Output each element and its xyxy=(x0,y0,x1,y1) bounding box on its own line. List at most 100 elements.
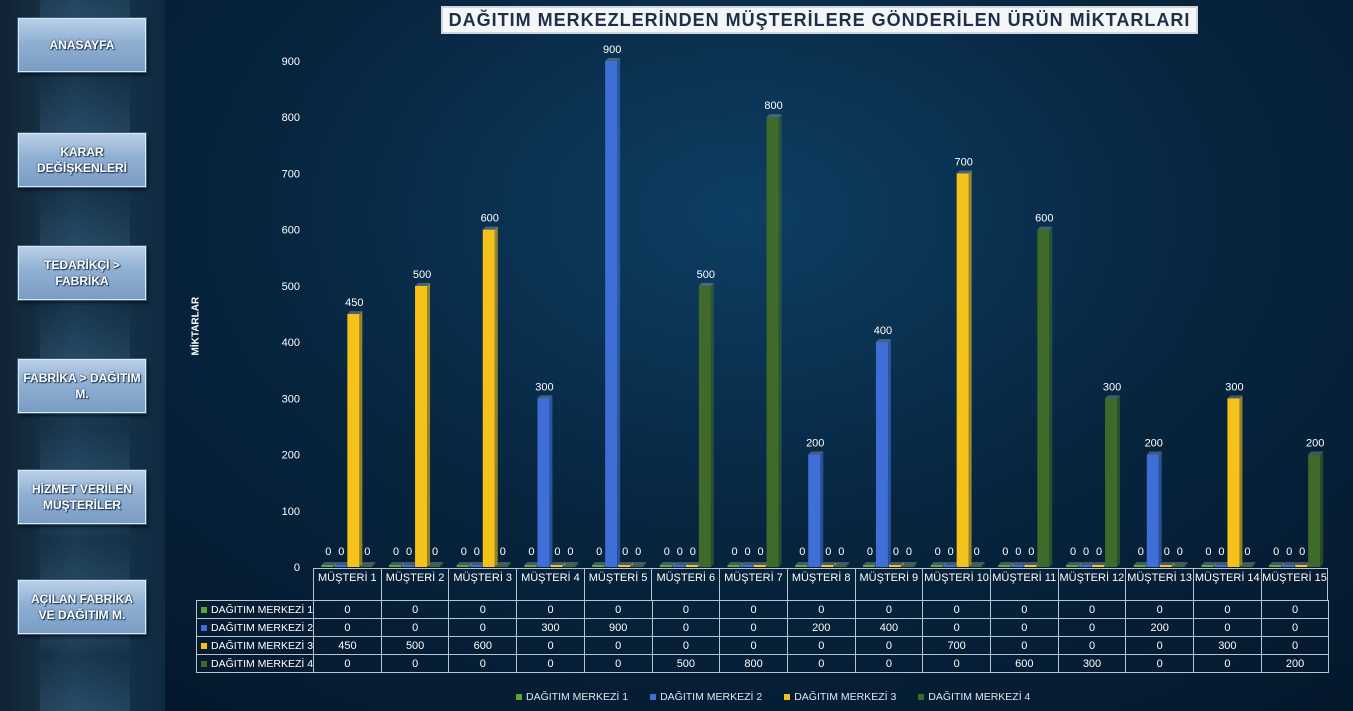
bar-top xyxy=(605,58,621,61)
bar-top xyxy=(1240,562,1256,565)
bar-top xyxy=(550,562,566,565)
x-tick-label: MÜŞTERİ 4 xyxy=(516,568,584,600)
bar xyxy=(469,565,482,567)
bar-side xyxy=(671,562,675,567)
table-cell: 0 xyxy=(1193,600,1262,619)
legend-item: DAĞITIM MERKEZİ 2 xyxy=(650,691,762,703)
y-tick-label: 900 xyxy=(282,56,300,68)
bar xyxy=(360,565,373,567)
data-label: 0 xyxy=(554,546,560,558)
bar xyxy=(1092,565,1105,567)
table-cell: 0 xyxy=(719,636,788,655)
table-cell: 900 xyxy=(583,618,653,637)
data-label: 0 xyxy=(1070,546,1076,558)
nav-button-acilan-fabrika[interactable]: AÇILAN FABRİKA VE DAĞITIM M. xyxy=(18,580,146,634)
x-tick-label: MÜŞTERİ 3 xyxy=(448,568,517,600)
nav-button-hizmet-verilen-musteriler[interactable]: HİZMET VERİLEN MÜŞTERİLER xyxy=(18,470,146,524)
table-cell: 0 xyxy=(583,636,653,655)
bar xyxy=(698,285,711,567)
data-label: 0 xyxy=(1028,546,1034,558)
series-name-cell: DAĞITIM MERKEZİ 4 xyxy=(195,654,315,673)
table-cell: 0 xyxy=(989,600,1059,619)
legend-label: DAĞITIM MERKEZİ 4 xyxy=(928,691,1031,703)
bar-top xyxy=(1133,562,1149,565)
nav-button-anasayfa[interactable]: ANASAYFA xyxy=(18,18,146,72)
legend-item: DAĞITIM MERKEZİ 3 xyxy=(784,691,896,703)
nav-button-karar-degiskenleri[interactable]: KARAR DEĞİŞKENLERİ xyxy=(18,133,146,187)
data-label: 0 xyxy=(635,546,641,558)
bar-top xyxy=(321,562,337,565)
bar-side xyxy=(427,282,431,567)
x-tick-label: MÜŞTERİ 8 xyxy=(786,568,855,600)
table-cell: 0 xyxy=(516,600,585,619)
x-tick-label: MÜŞTERİ 12 xyxy=(1057,568,1126,600)
bar xyxy=(456,565,469,567)
chart-title: DAĞITIM MERKEZLERİNDEN MÜŞTERİLERE GÖNDE… xyxy=(441,6,1198,34)
nav-label: AÇILAN FABRİKA VE DAĞITIM M. xyxy=(31,592,133,622)
bar xyxy=(537,398,550,567)
table-cell: 0 xyxy=(1125,636,1195,655)
nav-button-tedarikci-fabrika[interactable]: TEDARİKÇİ > FABRİKA xyxy=(18,246,146,300)
bar-top xyxy=(943,562,959,565)
bar-side xyxy=(1213,562,1217,567)
data-label: 0 xyxy=(731,546,737,558)
bar-side xyxy=(684,562,688,567)
bar xyxy=(334,565,347,567)
data-label: 0 xyxy=(677,546,683,558)
data-label: 600 xyxy=(481,213,499,225)
bar xyxy=(1105,398,1118,567)
bar-side xyxy=(1252,562,1256,567)
x-tick-label: MÜŞTERİ 14 xyxy=(1192,568,1261,600)
bar xyxy=(659,565,672,567)
bar xyxy=(482,229,495,567)
data-label: 200 xyxy=(806,438,824,450)
bar-top xyxy=(415,282,431,286)
table-cell: 0 xyxy=(989,636,1059,655)
bar-top xyxy=(469,562,485,565)
bar-top xyxy=(998,562,1014,565)
bar xyxy=(402,565,415,567)
category-row: MÜŞTERİ 1 MÜŞTERİ 2 MÜŞTERİ 3 MÜŞTERİ 4 MÜŞT… xyxy=(313,568,1329,600)
bar-top xyxy=(808,451,824,455)
data-label: 0 xyxy=(906,546,912,558)
table-cell: 0 xyxy=(719,618,788,637)
data-label: 0 xyxy=(528,546,534,558)
data-label: 0 xyxy=(974,546,980,558)
data-label: 0 xyxy=(500,546,506,558)
x-tick-label: MÜŞTERİ 9 xyxy=(854,568,923,600)
y-tick-label: 700 xyxy=(282,168,300,180)
legend: DAĞITIM MERKEZİ 1 DAĞITIM MERKEZİ 2 DAĞITI… xyxy=(516,691,1030,703)
data-label: 0 xyxy=(825,546,831,558)
bar-side xyxy=(778,114,782,567)
bar-side xyxy=(942,562,946,567)
data-label: 0 xyxy=(1164,546,1170,558)
bar xyxy=(969,565,982,567)
table-cell: 0 xyxy=(854,636,924,655)
table-cell: 0 xyxy=(448,618,518,637)
table-cell: 0 xyxy=(380,600,450,619)
bar xyxy=(956,173,969,567)
table-cell: 0 xyxy=(854,654,924,673)
bar-top xyxy=(766,114,782,118)
data-label: 300 xyxy=(1225,381,1243,393)
table-cell: 0 xyxy=(651,618,721,637)
data-label: 0 xyxy=(1138,546,1144,558)
data-label: 0 xyxy=(935,546,941,558)
table-cell: 0 xyxy=(651,636,721,655)
nav-button-fabrika-dagitim[interactable]: FABRİKA > DAĞITIM M. xyxy=(18,359,146,413)
legend-label: DAĞITIM MERKEZİ 2 xyxy=(660,691,763,703)
table-cell: 0 xyxy=(1057,636,1127,655)
series-name-cell: DAĞITIM MERKEZİ 1 xyxy=(195,600,315,619)
table-cell: 0 xyxy=(1260,600,1330,619)
bar xyxy=(685,565,698,567)
nav-label: FABRİKA > DAĞITIM M. xyxy=(23,371,141,401)
x-tick-label: MÜŞTERİ 6 xyxy=(651,568,720,600)
data-label: 0 xyxy=(757,546,763,558)
table-cell: 0 xyxy=(448,600,518,619)
bar-top xyxy=(537,395,553,399)
bar xyxy=(389,565,402,567)
bar-top xyxy=(1201,562,1217,565)
bar xyxy=(1201,565,1214,567)
data-table: DAĞITIM MERKEZİ 1 0 0 0 0 0 0 0 0 0 0 0 0 0 0 0 DAĞITIM … xyxy=(195,600,1330,673)
